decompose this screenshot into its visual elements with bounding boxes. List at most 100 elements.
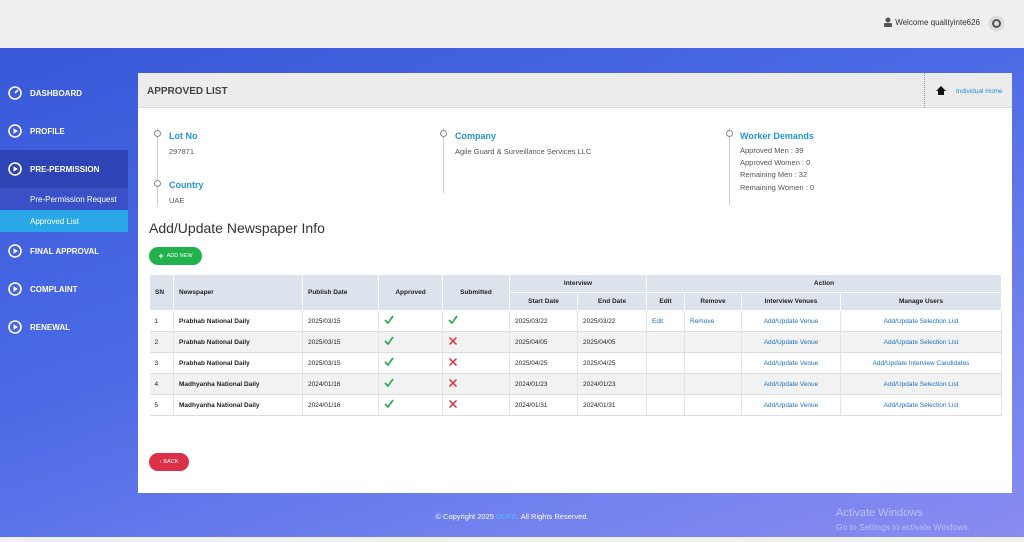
- cell-empty: [684, 373, 742, 395]
- cell-sn: 5: [149, 394, 174, 416]
- cell-end-date: 2024/01/23: [577, 373, 647, 395]
- header-row: Start Date End Date Edit Remove Interview Ve…: [150, 292, 1003, 311]
- column-header: Edit: [646, 292, 685, 311]
- column-header: Manage Users: [839, 292, 1003, 311]
- column-header: Remove: [684, 292, 742, 311]
- cell-end-date: 2025/04/05: [577, 331, 647, 353]
- main-panel: APPROVED LIST Individual Home Lot No 297…: [138, 73, 1012, 493]
- info-line: Approved Men : 39: [740, 146, 804, 155]
- cell-sn: 4: [149, 373, 174, 395]
- group-header: Action: [645, 274, 1003, 293]
- cell-users[interactable]: Add/Update Selection List: [840, 310, 1003, 332]
- cell-submitted: [442, 310, 510, 332]
- panel-header: APPROVED LIST Individual Home: [138, 73, 1012, 108]
- welcome-text: Welcome qualityinte626: [895, 18, 980, 27]
- check-icon: [384, 357, 394, 367]
- group-header: Interview: [509, 274, 647, 293]
- nav-subitem[interactable]: Approved List: [0, 210, 128, 232]
- table-row: 3 Prabhab National Daily 2025/03/15 2025/04…: [149, 352, 1003, 374]
- cell-newspaper: Prabhab National Daily: [173, 310, 303, 332]
- table-row: 5 Madhyanha National Daily 2024/01/16 2024/…: [149, 394, 1003, 416]
- cell-start-date: 2025/04/25: [509, 352, 578, 374]
- cell-venue[interactable]: Add/Update Venue: [741, 331, 841, 353]
- info-value: Agile Guard & Surveillance Services LLC: [455, 147, 592, 156]
- cell-edit[interactable]: Edit: [646, 310, 685, 332]
- settings-button[interactable]: [988, 15, 1005, 32]
- nav-icon: [8, 124, 22, 138]
- cell-users[interactable]: Add/Update Interview Candidates: [840, 352, 1003, 374]
- cell-newspaper: Prabhab National Daily: [173, 352, 303, 374]
- cell-newspaper: Prabhab National Daily: [173, 331, 303, 353]
- nav-item[interactable]: FINAL APPROVAL: [0, 232, 128, 270]
- cell-publish-date: 2024/01/16: [302, 394, 379, 416]
- nav-icon: [8, 86, 22, 100]
- timeline-dot: [440, 130, 447, 137]
- cell-start-date: 2025/03/22: [509, 310, 578, 332]
- cell-venue[interactable]: Add/Update Venue: [741, 310, 841, 332]
- nav-icon: [8, 320, 22, 334]
- cell-venue[interactable]: Add/Update Venue: [741, 352, 841, 374]
- column-header: End Date: [577, 292, 647, 311]
- nav-item[interactable]: COMPLAINT: [0, 270, 128, 308]
- nav-label: FINAL APPROVAL: [30, 246, 100, 256]
- nav-item[interactable]: PROFILE: [0, 112, 128, 150]
- column-header: SN: [149, 274, 174, 311]
- column-header: Approved: [378, 274, 443, 311]
- cell-venue[interactable]: Add/Update Venue: [741, 373, 841, 395]
- footer: © Copyright 2025 DOFE. All Rights Reserv…: [0, 512, 1024, 521]
- nav-icon: [8, 162, 22, 176]
- cell-users[interactable]: Add/Update Selection List: [840, 331, 1003, 353]
- column-header: Publish Date: [302, 274, 379, 311]
- header-row: SN Newspaper Publish Date Approved Submitted…: [149, 274, 1003, 311]
- nav-label: RENEWAL: [30, 322, 70, 332]
- cell-publish-date: 2025/03/15: [302, 310, 379, 332]
- back-button[interactable]: ‹ BACK: [149, 453, 189, 471]
- plus-icon: +: [158, 251, 164, 261]
- cell-venue[interactable]: Add/Update Venue: [741, 394, 841, 416]
- nav-item[interactable]: RENEWAL: [0, 308, 128, 346]
- nav-item[interactable]: PRE-PERMISSION: [0, 150, 128, 188]
- timeline: [729, 128, 730, 205]
- cell-remove[interactable]: Remove: [684, 310, 742, 332]
- cell-submitted: [442, 352, 510, 374]
- nav-icon: [8, 282, 22, 296]
- cell-empty: [646, 373, 685, 395]
- check-icon: [384, 315, 394, 325]
- home-link[interactable]: Individual Home: [956, 88, 1003, 95]
- nav-item[interactable]: DASHBOARD: [0, 74, 128, 112]
- cell-sn: 1: [149, 310, 174, 332]
- cross-icon: [448, 399, 458, 409]
- nav-label: PROFILE: [30, 126, 65, 136]
- timeline-dot: [726, 130, 733, 137]
- cell-users[interactable]: Add/Update Selection List: [840, 394, 1003, 416]
- cell-start-date: 2025/04/05: [509, 331, 578, 353]
- button-label: ADD NEW: [166, 253, 193, 259]
- watermark-subtitle: Go to Settings to activate Windows.: [836, 522, 971, 532]
- button-label: BACK: [163, 459, 179, 465]
- org-link[interactable]: DOFE: [496, 512, 517, 521]
- cell-approved: [378, 373, 443, 395]
- add-button[interactable]: + ADD NEW: [149, 247, 202, 265]
- info-value-list: Approved Men : 39 Approved Women : 0 Remai…: [740, 145, 814, 194]
- cell-submitted: [442, 373, 510, 395]
- cell-publish-date: 2025/03/15: [302, 352, 379, 374]
- info-line: Remaining Women : 0: [740, 182, 815, 192]
- nav-label: DASHBOARD: [30, 88, 82, 98]
- nav-label: Approved List: [30, 216, 79, 226]
- cell-approved: [378, 394, 443, 416]
- nav-subitem[interactable]: Pre-Permission Request: [0, 188, 128, 210]
- nav-label: Pre-Permission Request: [30, 194, 117, 204]
- cell-empty: [684, 331, 742, 353]
- cell-end-date: 2025/04/25: [577, 352, 647, 374]
- info-value: UAE: [169, 196, 185, 205]
- table-row: 2 Prabhab National Daily 2025/03/15 2025/04…: [149, 331, 1003, 353]
- check-icon: [384, 378, 394, 388]
- divider: [924, 73, 925, 108]
- cell-users[interactable]: Add/Update Selection List: [840, 373, 1003, 395]
- cell-approved: [378, 310, 443, 332]
- cross-icon: [448, 336, 458, 346]
- nav-icon: [8, 244, 22, 258]
- cross-icon: [448, 378, 458, 388]
- info-line: Remaining Men : 32: [740, 170, 808, 180]
